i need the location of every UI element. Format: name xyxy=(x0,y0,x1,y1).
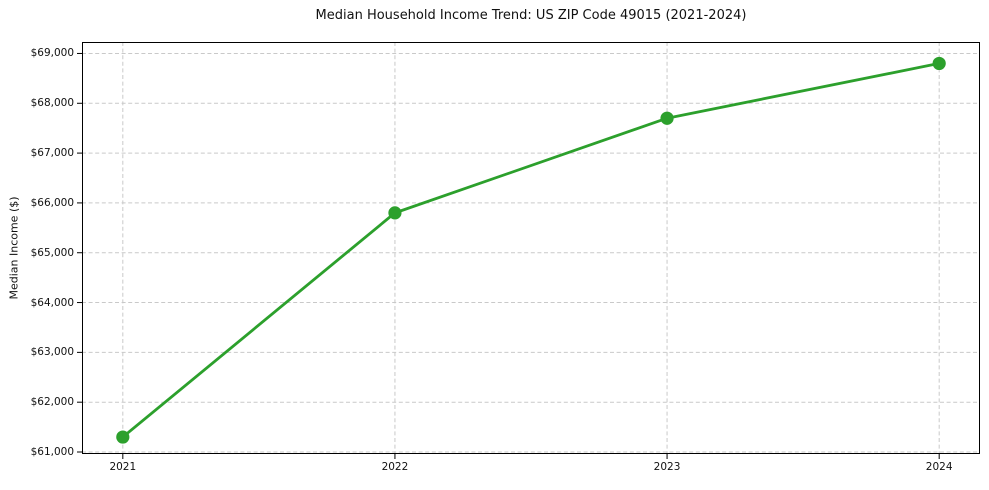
axes-border xyxy=(82,42,980,454)
data-point xyxy=(660,111,674,125)
x-tick-label: 2021 xyxy=(109,461,137,473)
data-point xyxy=(116,430,130,444)
x-tick-label: 2024 xyxy=(925,461,953,473)
y-tick-label: $64,000 xyxy=(30,296,74,309)
data-point xyxy=(388,206,402,220)
y-tick-label: $69,000 xyxy=(30,47,74,60)
trend-line xyxy=(121,62,941,439)
y-tick-label: $61,000 xyxy=(30,446,74,458)
y-tick-label: $68,000 xyxy=(30,97,74,110)
y-tick-label: $63,000 xyxy=(30,346,74,359)
x-tick-label: 2023 xyxy=(653,461,681,473)
y-tick-label: $62,000 xyxy=(30,396,74,409)
y-tick-label: $66,000 xyxy=(30,196,74,209)
data-point xyxy=(932,56,946,71)
y-tick-label: $65,000 xyxy=(30,246,74,259)
x-tick-label: 2022 xyxy=(381,461,409,473)
y-tick-label: $67,000 xyxy=(30,147,74,160)
plot-area xyxy=(77,42,980,459)
chart-title: Median Household Income Trend: US ZIP Co… xyxy=(315,8,747,23)
